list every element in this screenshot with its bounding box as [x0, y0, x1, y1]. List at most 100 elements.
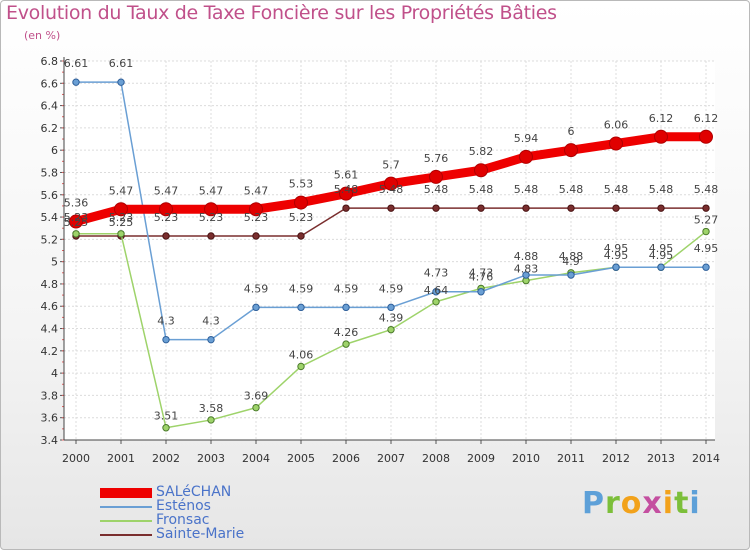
data-point-sainte-marie — [612, 204, 620, 212]
data-point-sainte-marie — [477, 204, 485, 212]
data-point-sainte-marie — [342, 204, 350, 212]
y-tick-label: 4.4 — [41, 323, 59, 336]
data-point-salechan — [204, 202, 218, 217]
y-tick-label: 6.6 — [41, 77, 59, 90]
y-tick-label: 5.2 — [41, 233, 59, 246]
data-label-estenos: 4.59 — [334, 282, 359, 295]
data-label-salechan: 5.36 — [64, 197, 89, 210]
data-point-salechan — [654, 129, 668, 144]
y-tick-label: 3.4 — [41, 434, 59, 447]
data-label-estenos: 4.3 — [157, 315, 175, 328]
data-label-salechan: 5.7 — [382, 159, 400, 172]
data-label-estenos: 4.95 — [604, 242, 629, 255]
data-point-fronsac — [117, 230, 125, 238]
x-tick-label: 2007 — [377, 452, 405, 465]
data-label-estenos: 4.3 — [202, 315, 220, 328]
data-label-fronsac: 3.69 — [244, 390, 269, 403]
data-label-estenos: 4.59 — [244, 282, 269, 295]
y-tick-label: 3.6 — [41, 412, 59, 425]
data-label-fronsac: 4.26 — [334, 326, 359, 339]
data-point-estenos — [702, 263, 710, 271]
data-label-sainte-marie: 5.23 — [154, 211, 179, 224]
x-tick-label: 2013 — [647, 452, 675, 465]
x-tick-label: 2002 — [152, 452, 180, 465]
data-point-salechan — [114, 202, 128, 217]
data-label-salechan: 5.47 — [199, 184, 224, 197]
y-tick-label: 4.6 — [41, 300, 59, 313]
data-label-salechan: 5.82 — [469, 145, 494, 158]
legend-label-fronsac: Fronsac — [156, 512, 210, 528]
y-tick-label: 4 — [51, 367, 58, 380]
data-point-fronsac — [432, 298, 440, 306]
y-tick-label: 4.8 — [41, 278, 59, 291]
data-point-estenos — [477, 288, 485, 296]
data-label-estenos: 4.95 — [694, 242, 719, 255]
data-point-salechan — [249, 202, 263, 217]
data-label-fronsac: 4.83 — [514, 263, 539, 276]
data-label-sainte-marie: 5.48 — [514, 183, 539, 196]
data-point-salechan — [69, 214, 83, 229]
data-label-salechan: 5.47 — [109, 184, 134, 197]
data-point-fronsac — [387, 325, 395, 334]
data-label-salechan: 6.06 — [604, 118, 629, 131]
x-tick-label: 2006 — [332, 452, 360, 465]
legend-swatch-estenos — [100, 506, 152, 508]
data-point-sainte-marie — [432, 204, 440, 212]
data-label-sainte-marie: 5.48 — [379, 183, 404, 196]
data-point-sainte-marie — [387, 204, 395, 212]
data-label-fronsac: 3.58 — [199, 402, 224, 415]
data-point-estenos — [117, 78, 125, 86]
data-point-fronsac — [342, 340, 350, 348]
x-tick-label: 2014 — [692, 452, 720, 465]
data-label-salechan: 5.47 — [154, 184, 179, 197]
x-tick-label: 2003 — [197, 452, 225, 465]
legend-label-sainte-marie: Sainte-Marie — [156, 526, 245, 542]
data-point-estenos — [567, 271, 575, 279]
data-label-sainte-marie: 5.23 — [109, 211, 134, 224]
legend-label-salechan: SALéCHAN — [156, 484, 232, 500]
x-tick-label: 2011 — [557, 452, 585, 465]
data-point-estenos — [162, 335, 170, 344]
data-label-salechan: 5.94 — [514, 132, 539, 145]
data-point-salechan — [609, 136, 623, 151]
data-point-sainte-marie — [162, 232, 170, 240]
data-label-fronsac: 4.95 — [604, 249, 629, 262]
data-point-fronsac — [162, 424, 170, 432]
data-label-salechan: 5.53 — [289, 178, 314, 191]
data-point-salechan — [699, 129, 713, 144]
x-tick-label: 2008 — [422, 452, 450, 465]
data-point-salechan — [564, 143, 578, 158]
x-tick-label: 2009 — [467, 452, 495, 465]
data-label-estenos: 4.59 — [289, 282, 314, 295]
data-label-sainte-marie: 5.48 — [559, 183, 584, 196]
data-label-sainte-marie: 5.48 — [469, 183, 494, 196]
data-label-estenos: 6.61 — [64, 57, 89, 70]
data-label-fronsac: 4.76 — [469, 270, 494, 283]
data-point-salechan — [339, 186, 353, 201]
data-point-sainte-marie — [207, 232, 215, 240]
proxiti-logo: Proxiti — [582, 486, 701, 521]
data-point-estenos — [432, 288, 440, 296]
data-point-salechan — [159, 202, 173, 217]
data-label-sainte-marie: 5.23 — [199, 211, 224, 224]
data-point-salechan — [429, 169, 443, 184]
data-label-estenos: 4.88 — [559, 250, 584, 263]
data-label-sainte-marie: 5.23 — [64, 211, 89, 224]
x-tick-label: 2001 — [107, 452, 135, 465]
legend-swatch-sainte-marie — [100, 534, 152, 536]
x-tick-label: 2012 — [602, 452, 630, 465]
data-point-sainte-marie — [297, 232, 305, 240]
data-label-fronsac: 4.64 — [424, 284, 449, 297]
data-point-estenos — [522, 271, 530, 279]
data-label-estenos: 6.61 — [109, 57, 134, 70]
data-point-salechan — [519, 149, 533, 164]
data-label-estenos: 4.73 — [424, 267, 449, 280]
data-point-salechan — [294, 195, 308, 210]
y-tick-label: 5 — [51, 256, 58, 269]
data-label-salechan: 6.12 — [694, 112, 719, 125]
data-point-sainte-marie — [252, 232, 260, 240]
data-point-fronsac — [207, 416, 215, 424]
legend-swatch-salechan — [100, 488, 152, 498]
legend-label-estenos: Esténos — [156, 498, 211, 514]
